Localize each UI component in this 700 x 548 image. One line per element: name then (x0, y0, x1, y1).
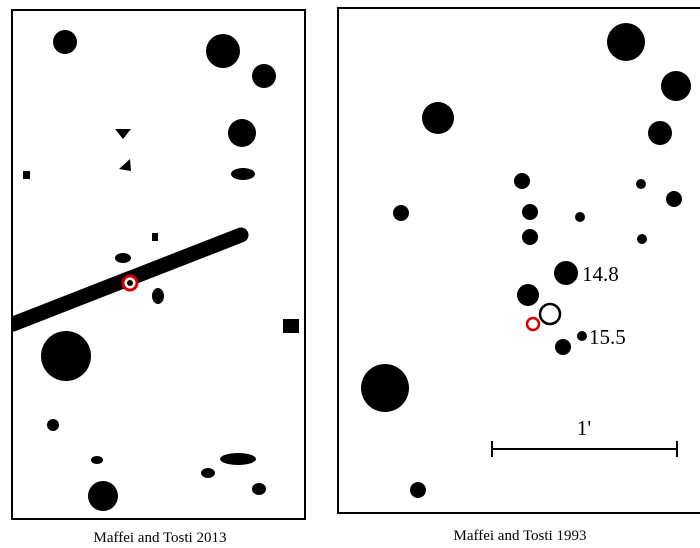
star (522, 229, 538, 245)
star (422, 102, 454, 134)
caption-1993: Maffei and Tosti 1993 (453, 528, 587, 544)
star (47, 419, 59, 431)
star (410, 482, 426, 498)
star (361, 364, 409, 412)
star (393, 205, 409, 221)
caption-2013: Maffei and Tosti 2013 (93, 530, 227, 546)
star (554, 261, 578, 285)
star-field-2013 (13, 30, 299, 511)
star (152, 233, 158, 241)
star (517, 284, 539, 306)
star (88, 481, 118, 511)
star (231, 168, 255, 180)
star (666, 191, 682, 207)
source-marker (525, 316, 541, 332)
source-core (127, 280, 133, 286)
star (23, 171, 30, 179)
star-field-1993: 14.8 15.5 1' (361, 23, 691, 498)
star (41, 331, 91, 381)
scale-bar: 1' (491, 416, 678, 457)
star (119, 159, 131, 171)
star (555, 339, 571, 355)
star (648, 121, 672, 145)
finder-chart-2013 (11, 9, 306, 520)
magnitude-label-15-5: 15.5 (589, 325, 626, 349)
star (607, 23, 645, 61)
star (228, 119, 256, 147)
star (220, 453, 256, 465)
star (91, 456, 103, 464)
star (152, 288, 164, 304)
star (514, 173, 530, 189)
star (201, 468, 215, 478)
star (53, 30, 77, 54)
star (522, 204, 538, 220)
star (577, 331, 587, 341)
star (252, 64, 276, 88)
star (575, 212, 585, 222)
star (252, 483, 266, 495)
star (283, 319, 299, 333)
comparison-circle (538, 302, 562, 326)
finder-chart-1993: 14.8 15.5 1' (337, 7, 700, 514)
magnitude-label-14-8: 14.8 (582, 262, 619, 286)
star (661, 71, 691, 101)
star (636, 179, 646, 189)
star (115, 129, 131, 139)
star (206, 34, 240, 68)
scale-bar-label: 1' (577, 416, 591, 440)
star (637, 234, 647, 244)
star (115, 253, 131, 263)
